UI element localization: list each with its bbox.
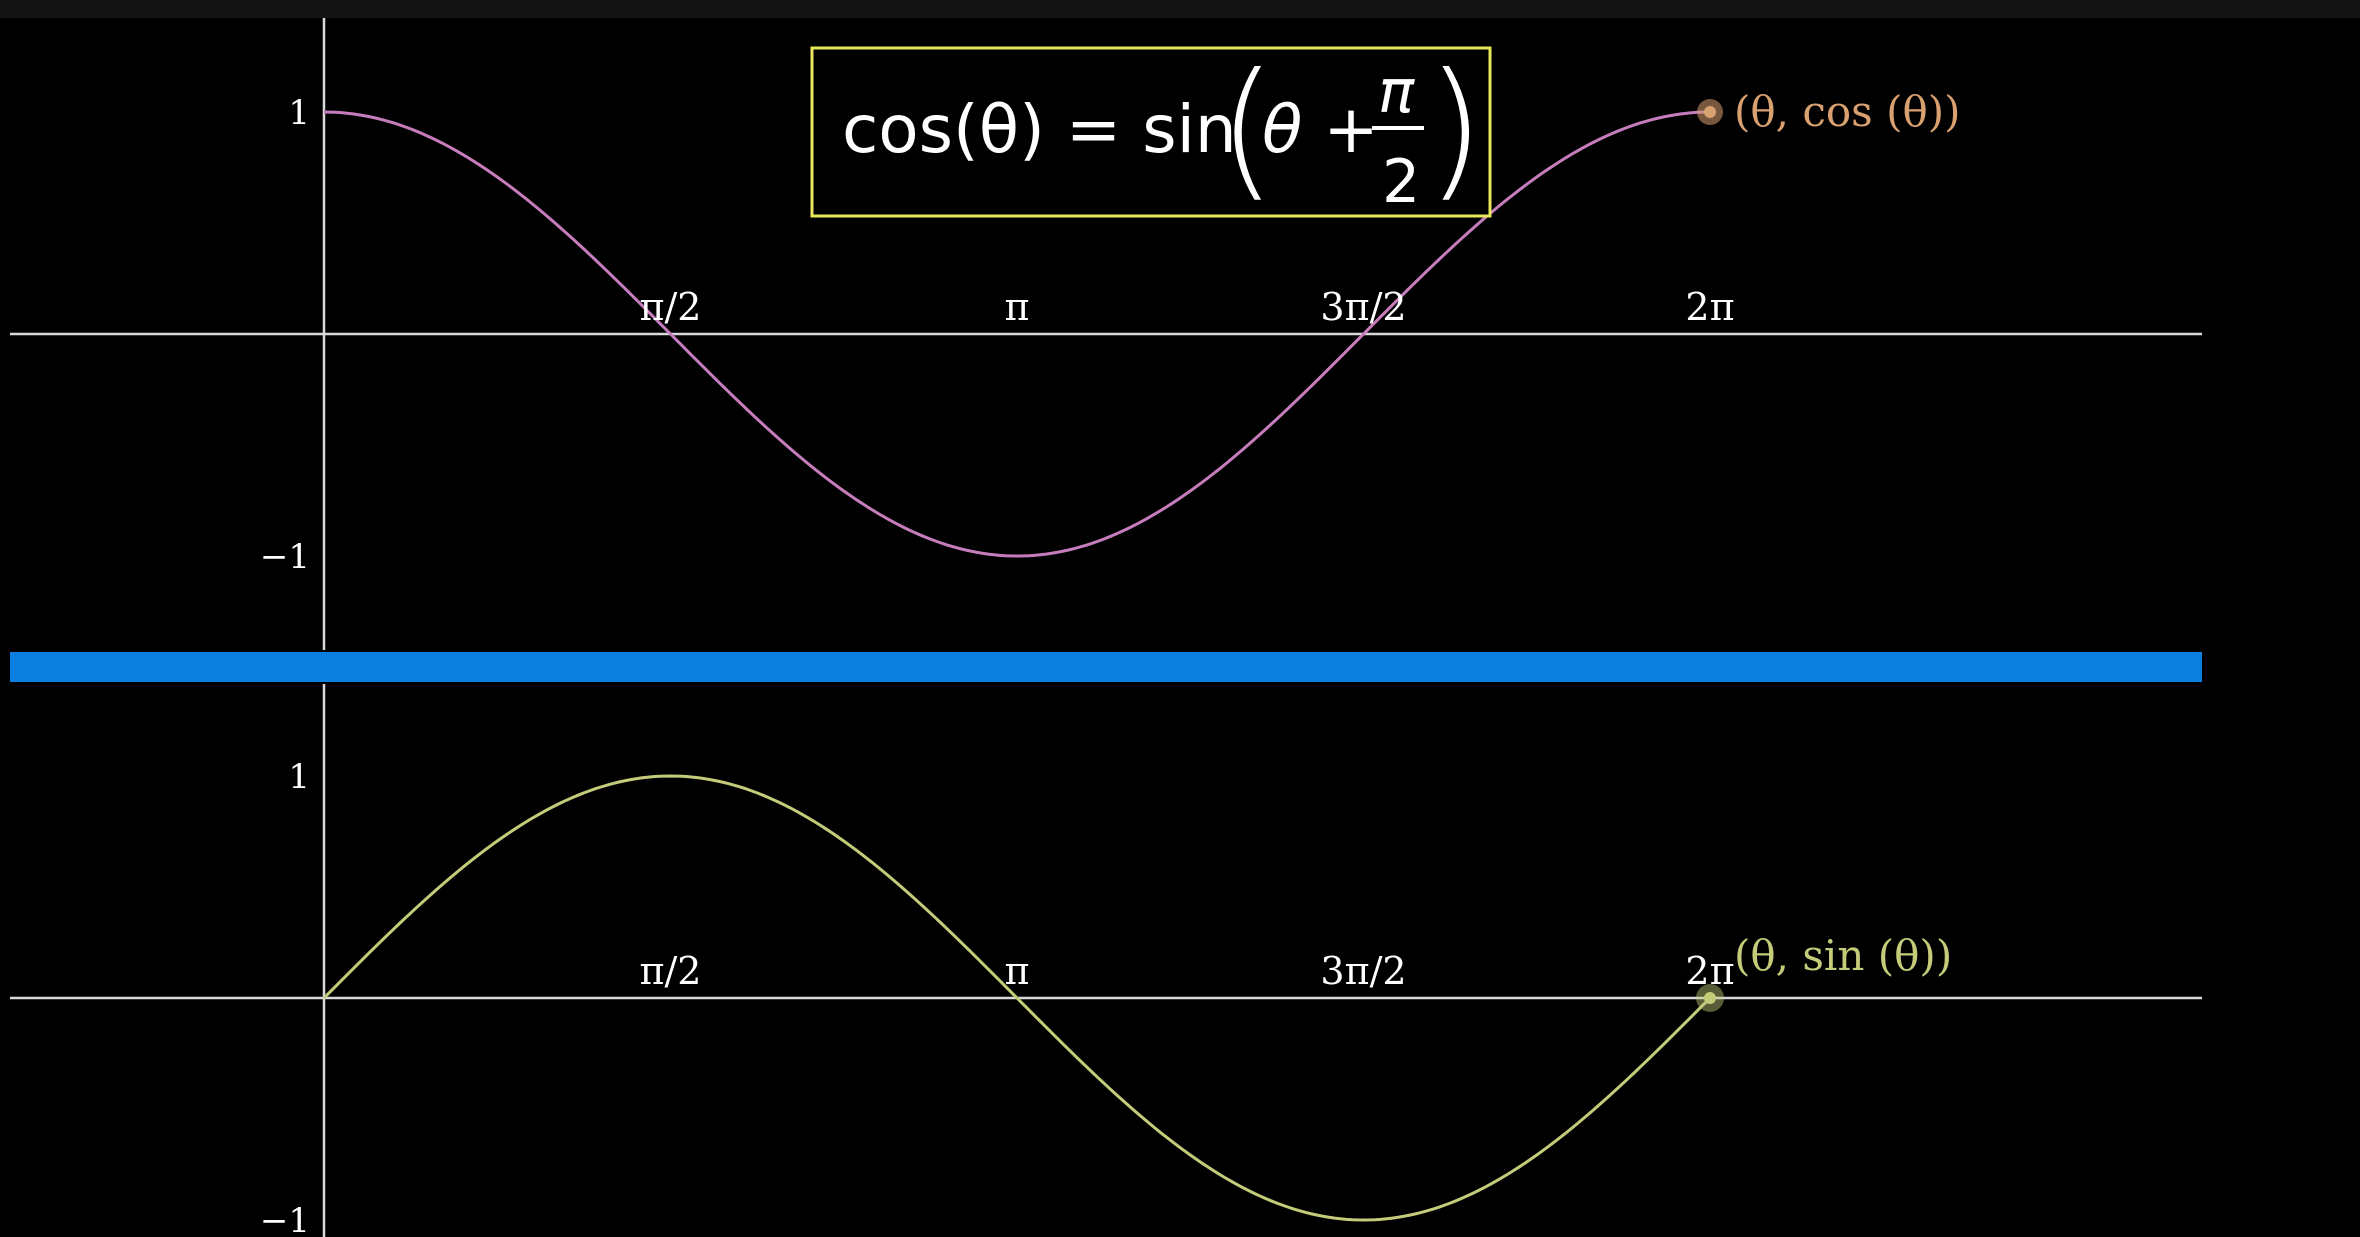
cos-point xyxy=(1704,106,1716,118)
cos-y-tick-label: −1 xyxy=(260,537,310,577)
sin-curve xyxy=(322,774,1712,1222)
sin-x-tick-label: π/2 xyxy=(640,949,702,993)
equation-right-paren: ) xyxy=(1426,42,1485,216)
equation-left-paren: ( xyxy=(1218,42,1277,216)
cos-curve xyxy=(323,110,1711,558)
cos-point-group: (θ, cos (θ)) xyxy=(1697,87,1961,136)
cos-x-ticks: π/2 π 3π/2 2π xyxy=(640,285,1735,329)
sin-y-ticks: 1 −1 xyxy=(260,757,310,1237)
cos-x-tick-label: 3π/2 xyxy=(1320,285,1406,329)
sin-y-tick-label: 1 xyxy=(288,757,310,797)
sin-y-tick-label: −1 xyxy=(260,1201,310,1237)
cos-x-tick-label: 2π xyxy=(1685,285,1734,329)
equation-theta-plus: θ + xyxy=(1262,91,1379,168)
sin-point xyxy=(1704,992,1716,1004)
cos-y-tick-label: 1 xyxy=(288,93,310,133)
sin-point-group: (θ, sin (θ)) xyxy=(1696,931,1952,1012)
cos-y-ticks: 1 −1 xyxy=(260,93,310,577)
divider-band xyxy=(10,652,2202,682)
sin-chart: π/2 π 3π/2 2π 1 −1 (θ, sin (θ)) xyxy=(10,684,2202,1237)
cos-x-tick-label: π/2 xyxy=(640,285,702,329)
sin-x-tick-label: 2π xyxy=(1685,949,1734,993)
sin-point-label: (θ, sin (θ)) xyxy=(1734,931,1952,980)
cos-point-label: (θ, cos (θ)) xyxy=(1734,87,1961,136)
equation-frac-denominator: 2 xyxy=(1382,147,1420,217)
sin-x-tick-label: 3π/2 xyxy=(1320,949,1406,993)
sin-x-ticks: π/2 π 3π/2 2π xyxy=(640,949,1735,993)
cos-chart: π/2 π 3π/2 2π 1−1 (θ, cos (θ)) xyxy=(10,18,2202,650)
equation-box: cos(θ) = sin ( θ + π 2 ) xyxy=(810,42,1492,218)
equation-frac-numerator: π xyxy=(1378,57,1415,127)
cos-x-tick-label: π xyxy=(1005,285,1030,329)
equation-border xyxy=(810,46,1492,218)
sin-x-tick-label: π xyxy=(1005,949,1030,993)
equation-lhs: cos(θ) = sin xyxy=(842,91,1237,168)
top-bar xyxy=(0,0,2360,18)
